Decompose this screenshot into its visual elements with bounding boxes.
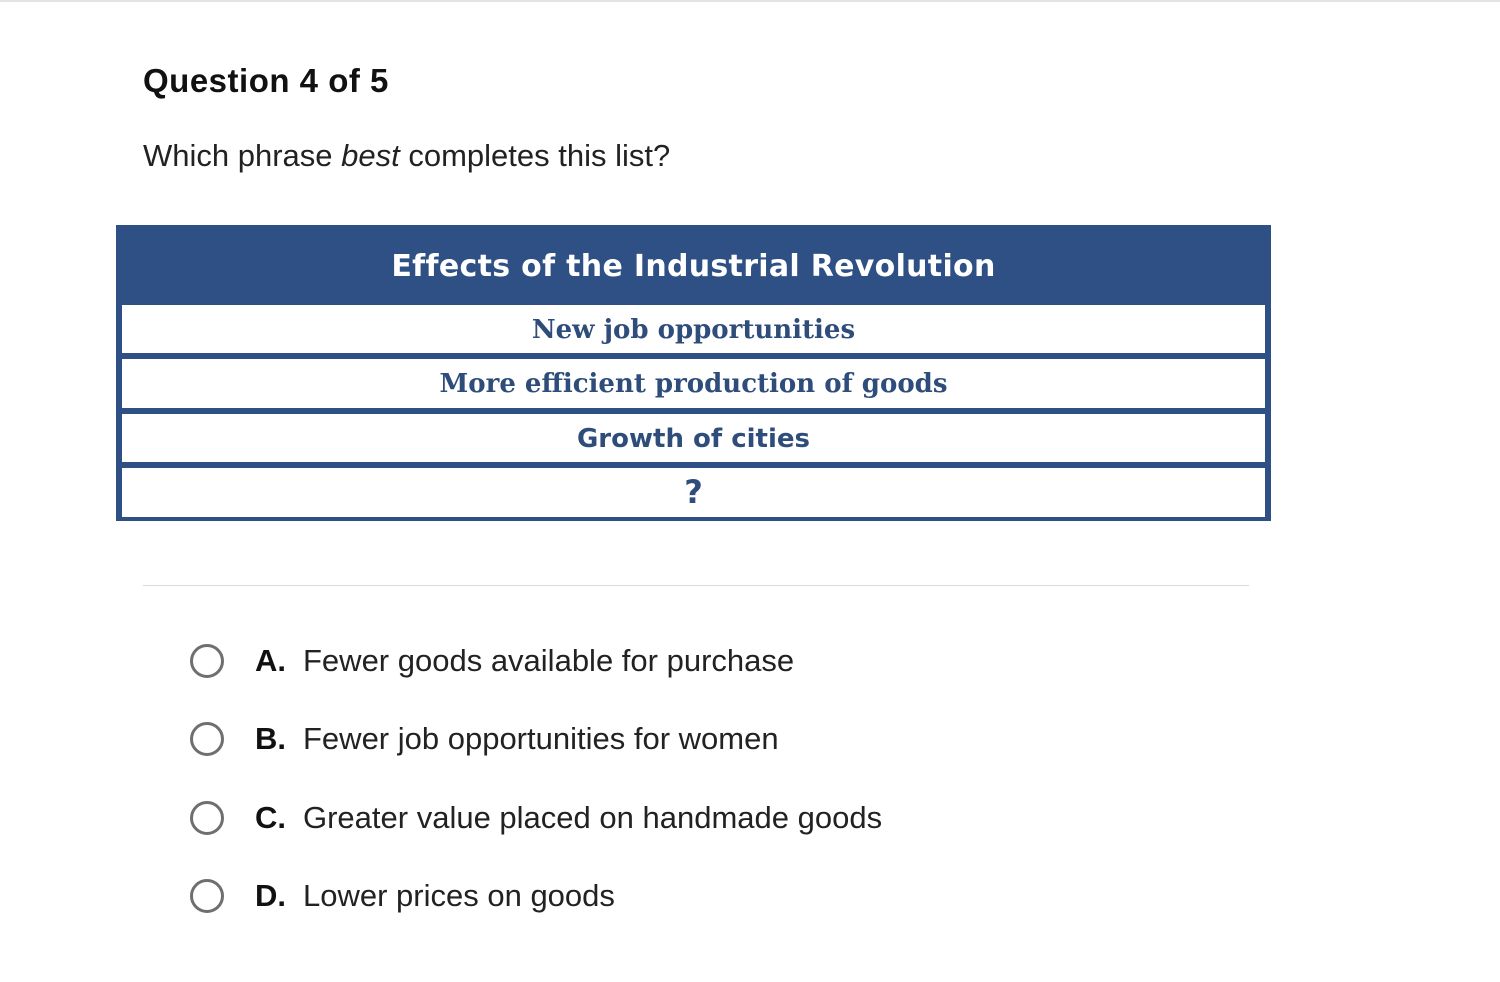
effects-table: Effects of the Industrial Revolution New… [116, 225, 1271, 521]
answer-text: Greater value placed on handmade goods [303, 800, 883, 835]
answer-letter: A. [255, 643, 286, 678]
table-row: More efficient production of goods [122, 359, 1265, 408]
answer-letter: D. [255, 878, 286, 913]
radio-button-icon[interactable] [190, 644, 224, 678]
table-row: Growth of cities [122, 414, 1265, 462]
radio-button-icon[interactable] [190, 879, 224, 913]
answer-option-b[interactable]: B. Fewer job opportunities for women [190, 710, 1090, 768]
answer-text: Fewer goods available for purchase [303, 643, 795, 678]
answer-letter: B. [255, 721, 286, 756]
answer-option-d[interactable]: D. Lower prices on goods [190, 867, 1090, 925]
section-divider [143, 585, 1249, 586]
answer-option-a[interactable]: A. Fewer goods available for purchase [190, 632, 1090, 690]
table-row: New job opportunities [122, 305, 1265, 353]
prompt-emphasis: best [341, 138, 400, 173]
answer-text: Fewer job opportunities for women [303, 721, 779, 756]
prompt-text-start: Which phrase [143, 138, 342, 173]
table-row-missing: ? [122, 468, 1265, 517]
top-rule [0, 0, 1500, 2]
answer-option-c[interactable]: C. Greater value placed on handmade good… [190, 789, 1090, 847]
prompt-text-end: completes this list? [399, 138, 671, 173]
table-title: Effects of the Industrial Revolution [391, 249, 996, 284]
answer-letter: C. [255, 800, 286, 835]
question-header: Question 4 of 5 [143, 62, 389, 99]
question-prompt: Which phrase best completes this list? [143, 138, 670, 174]
radio-button-icon[interactable] [190, 801, 224, 835]
radio-button-icon[interactable] [190, 722, 224, 756]
answer-text: Lower prices on goods [303, 878, 615, 913]
